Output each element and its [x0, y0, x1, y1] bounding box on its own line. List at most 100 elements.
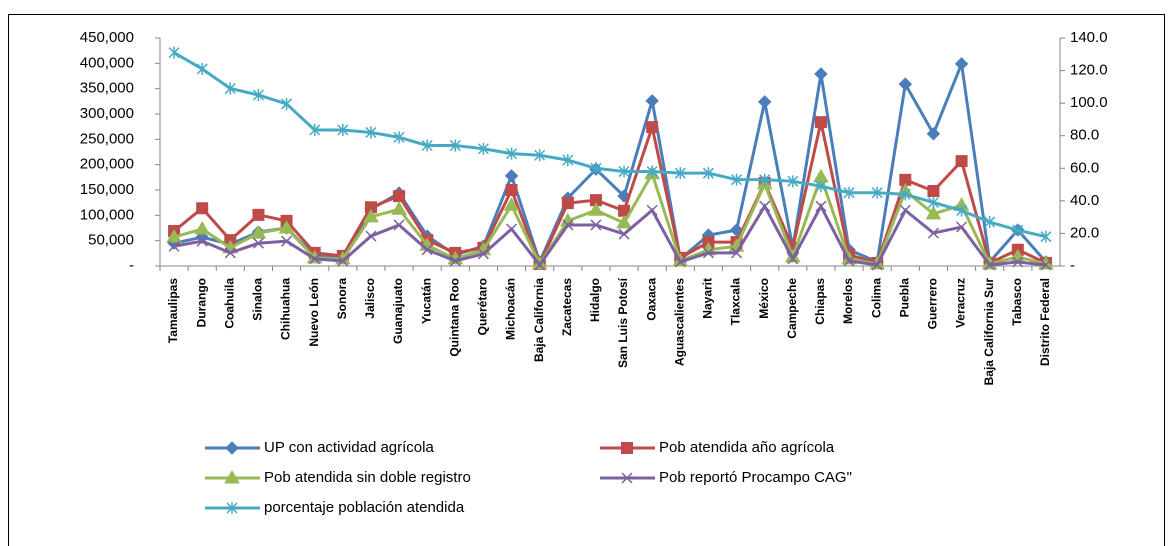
marker [281, 97, 293, 110]
marker [393, 131, 405, 144]
y2-tick-label: 20.0 [1070, 224, 1099, 241]
marker [562, 154, 574, 167]
marker [477, 142, 489, 155]
x-tick-label: Hidalgo [588, 278, 602, 322]
marker [899, 188, 911, 201]
marker [927, 185, 940, 198]
marker [393, 219, 405, 231]
marker [674, 167, 686, 180]
marker [984, 216, 996, 229]
marker [506, 147, 518, 160]
y2-tick-label: 100.0 [1070, 94, 1108, 111]
chart-border [8, 14, 1165, 546]
marker [168, 240, 180, 252]
x-tick-label: Campeche [785, 278, 799, 339]
marker [449, 255, 461, 267]
marker [955, 155, 968, 168]
marker [194, 221, 211, 235]
marker [561, 197, 574, 210]
marker [1040, 259, 1052, 271]
legend-marker [224, 470, 240, 484]
y-tick-label: 100,000 [80, 206, 134, 223]
x-tick-label: Sinaloa [251, 278, 265, 321]
marker [815, 200, 827, 212]
marker [252, 208, 265, 221]
x-tick-label: Zacatecas [560, 278, 574, 336]
marker [956, 204, 968, 217]
x-tick-label: Distrito Federal [1038, 278, 1052, 366]
marker [196, 235, 208, 247]
marker [898, 77, 913, 91]
marker [645, 94, 659, 108]
marker [814, 116, 827, 129]
y2-tick-label: 40.0 [1070, 192, 1099, 209]
marker [363, 208, 379, 223]
series-line [173, 202, 1047, 268]
x-tick-label: Quintana Roo [447, 278, 461, 357]
marker [391, 201, 407, 215]
marker [956, 221, 968, 233]
marker [309, 253, 321, 265]
x-tick-label: Coahuila [222, 278, 236, 329]
y-tick-label: 350,000 [80, 80, 134, 97]
legend-label: Pob atendida año agrícola [659, 439, 835, 456]
marker [729, 223, 744, 237]
marker [506, 223, 518, 235]
legend-label: Pob atendida sin doble registro [264, 469, 471, 486]
series-line [173, 51, 1047, 239]
x-tick-label: Chihuahua [279, 278, 293, 340]
marker [927, 196, 939, 209]
x-tick-label: México [757, 278, 771, 319]
marker [309, 124, 321, 137]
marker [505, 184, 518, 196]
marker [534, 259, 546, 271]
y-tick-label: 50,000 [88, 232, 134, 249]
marker [646, 204, 658, 216]
marker [731, 173, 743, 186]
y-tick-label: 200,000 [80, 156, 134, 173]
marker [871, 259, 883, 271]
marker [646, 165, 658, 178]
x-tick-label: Yucatán [419, 278, 433, 324]
marker [899, 204, 911, 216]
marker [562, 219, 574, 231]
x-tick-label: Colima [869, 278, 883, 318]
marker [196, 62, 208, 75]
marker [250, 225, 267, 239]
marker [759, 200, 771, 212]
marker [899, 173, 912, 186]
marker [759, 173, 771, 186]
y-tick-label: - [129, 257, 134, 274]
marker [590, 162, 602, 175]
x-tick-label: Oaxaca [644, 278, 658, 321]
x-tick-label: Guanajuato [391, 278, 405, 344]
marker [757, 95, 772, 109]
x-tick-label: Veracruz [954, 278, 968, 328]
marker [815, 180, 827, 193]
x-tick-label: Baja California [532, 278, 546, 362]
marker [365, 126, 377, 139]
x-tick-label: Querétaro [476, 278, 490, 335]
marker [674, 256, 686, 268]
x-tick-label: San Luis Potosí [616, 277, 630, 368]
marker [252, 237, 264, 249]
x-tick-label: Sonora [335, 278, 349, 320]
marker [787, 175, 799, 188]
marker [702, 247, 714, 259]
legend-label: UP con actividad agrícola [264, 439, 434, 456]
x-tick-label: Chiapas [813, 278, 827, 325]
x-tick-label: Guerrero [926, 278, 940, 329]
marker [337, 255, 349, 267]
marker [252, 89, 264, 101]
y-tick-label: 150,000 [80, 181, 134, 198]
marker [926, 127, 941, 141]
y2-tick-label: 120.0 [1070, 62, 1108, 79]
x-tick-label: Aguascalientes [672, 278, 686, 366]
marker [618, 165, 630, 178]
x-tick-label: Tabasco [1010, 278, 1024, 326]
marker [843, 186, 855, 199]
marker [787, 253, 799, 265]
y2-tick-label: - [1070, 257, 1075, 274]
marker [224, 247, 236, 259]
